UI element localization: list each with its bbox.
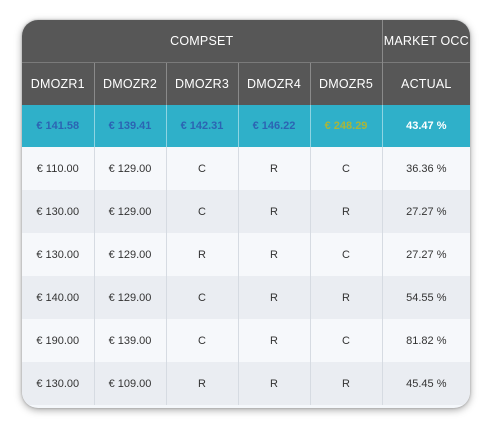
table-row[interactable]: € 110.00 € 129.00 C R C 36.36 %	[22, 147, 470, 190]
column-header-dmozr1[interactable]: DMOZR1	[22, 62, 94, 105]
status-cell: R	[309, 362, 383, 405]
compset-table: COMPSET MARKET OCC DMOZR1 DMOZR2 DMOZR3 …	[22, 20, 470, 405]
market-occ-group-header: MARKET OCC	[381, 20, 470, 63]
occupancy-cell: 81.82 %	[381, 319, 470, 362]
column-header-dmozr3[interactable]: DMOZR3	[165, 62, 238, 105]
status-cell: C	[309, 233, 383, 276]
column-header-dmozr2[interactable]: DMOZR2	[93, 62, 166, 105]
price-cell: € 129.00	[93, 190, 166, 233]
price-cell: € 190.00	[22, 319, 94, 362]
summary-cell: € 139.41	[93, 105, 166, 147]
status-cell: R	[237, 190, 310, 233]
status-cell: R	[237, 147, 310, 190]
price-cell: € 129.00	[93, 233, 166, 276]
summary-row: € 141.58 € 139.41 € 142.31 € 146.22 € 24…	[22, 105, 470, 147]
status-cell: R	[165, 233, 238, 276]
price-cell: € 130.00	[22, 362, 94, 405]
summary-cell: € 142.31	[165, 105, 238, 147]
status-cell: C	[165, 147, 238, 190]
table-row[interactable]: € 140.00 € 129.00 C R R 54.55 %	[22, 276, 470, 319]
price-cell: € 139.00	[93, 319, 166, 362]
status-cell: R	[309, 190, 383, 233]
summary-cell: € 248.29	[309, 105, 383, 147]
compset-table-card: COMPSET MARKET OCC DMOZR1 DMOZR2 DMOZR3 …	[22, 20, 470, 408]
column-header-actual[interactable]: ACTUAL	[381, 62, 470, 105]
price-cell: € 140.00	[22, 276, 94, 319]
status-cell: R	[165, 362, 238, 405]
summary-cell: € 146.22	[237, 105, 310, 147]
table-row[interactable]: € 190.00 € 139.00 C R C 81.82 %	[22, 319, 470, 362]
occupancy-cell: 27.27 %	[381, 190, 470, 233]
occupancy-cell: 27.27 %	[381, 233, 470, 276]
table-row[interactable]: € 130.00 € 109.00 R R R 45.45 %	[22, 362, 470, 405]
status-cell: C	[309, 319, 383, 362]
status-cell: R	[237, 276, 310, 319]
status-cell: R	[237, 233, 310, 276]
price-cell: € 130.00	[22, 233, 94, 276]
status-cell: R	[237, 319, 310, 362]
occupancy-cell: 36.36 %	[381, 147, 470, 190]
occupancy-cell: 54.55 %	[381, 276, 470, 319]
compset-group-header: COMPSET	[22, 20, 383, 63]
table-row[interactable]: € 130.00 € 129.00 R R C 27.27 %	[22, 233, 470, 276]
status-cell: R	[309, 276, 383, 319]
summary-occupancy: 43.47 %	[381, 105, 470, 147]
price-cell: € 109.00	[93, 362, 166, 405]
price-cell: € 130.00	[22, 190, 94, 233]
header-group-row: COMPSET MARKET OCC	[22, 20, 470, 63]
status-cell: R	[237, 362, 310, 405]
column-header-row: DMOZR1 DMOZR2 DMOZR3 DMOZR4 DMOZR5 ACTUA…	[22, 62, 470, 105]
status-cell: C	[165, 190, 238, 233]
status-cell: C	[165, 319, 238, 362]
summary-cell: € 141.58	[22, 105, 94, 147]
occupancy-cell: 45.45 %	[381, 362, 470, 405]
price-cell: € 129.00	[93, 147, 166, 190]
column-header-dmozr5[interactable]: DMOZR5	[309, 62, 383, 105]
status-cell: C	[309, 147, 383, 190]
price-cell: € 110.00	[22, 147, 94, 190]
price-cell: € 129.00	[93, 276, 166, 319]
table-row[interactable]: € 130.00 € 129.00 C R R 27.27 %	[22, 190, 470, 233]
status-cell: C	[165, 276, 238, 319]
column-header-dmozr4[interactable]: DMOZR4	[237, 62, 310, 105]
